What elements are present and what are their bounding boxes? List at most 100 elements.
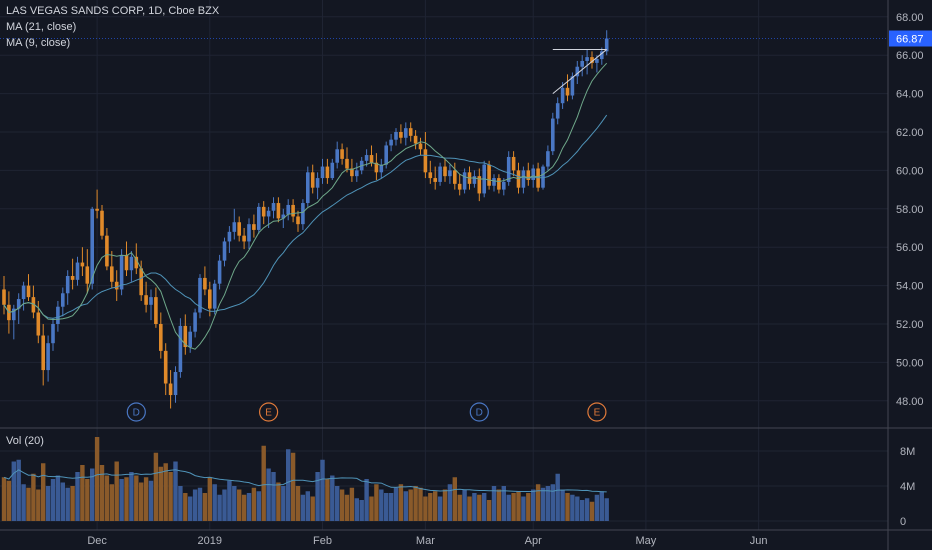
candle-body bbox=[281, 214, 286, 219]
volume-bar bbox=[41, 463, 46, 521]
candle-body bbox=[247, 224, 251, 242]
ma9-line bbox=[3, 62, 608, 350]
candle-body bbox=[492, 178, 496, 186]
candle-body bbox=[129, 256, 134, 271]
chart-overlays bbox=[552, 48, 608, 94]
volume-bar bbox=[408, 489, 413, 521]
volume-bar bbox=[11, 461, 16, 521]
candle-body bbox=[310, 172, 315, 188]
volume-bar bbox=[45, 486, 51, 521]
candle-body bbox=[139, 268, 143, 296]
candle-body bbox=[61, 293, 65, 307]
time-tick-label: Feb bbox=[313, 535, 332, 547]
last-price-label: 66.87 bbox=[896, 33, 924, 45]
volume-bar bbox=[158, 466, 163, 521]
candle-body bbox=[301, 203, 305, 225]
volume-bar bbox=[584, 498, 590, 521]
volume-bar bbox=[173, 461, 178, 521]
volume-bar bbox=[276, 482, 281, 521]
candle-body bbox=[521, 170, 526, 188]
volume-bar bbox=[50, 479, 56, 521]
candle-body bbox=[369, 155, 374, 163]
candle-body bbox=[291, 204, 295, 217]
volume-bar bbox=[90, 468, 95, 521]
volume-bar bbox=[222, 489, 227, 521]
price-tick-label: 68.00 bbox=[896, 12, 924, 24]
volume-bar bbox=[232, 486, 237, 521]
ma9-legend: MA (9, close) bbox=[6, 37, 71, 49]
volume-bar bbox=[540, 487, 546, 521]
volume-bar bbox=[31, 473, 36, 521]
volume-bar bbox=[305, 491, 310, 521]
volume-bar bbox=[555, 473, 560, 521]
volume-tick-label: 4M bbox=[900, 481, 915, 493]
volume-bar bbox=[1, 477, 7, 521]
candle-body bbox=[306, 172, 310, 204]
volume-bar bbox=[192, 489, 198, 521]
candle-body bbox=[232, 222, 237, 232]
candle-body bbox=[173, 372, 178, 396]
candle-body bbox=[580, 60, 584, 67]
volume-bar bbox=[442, 489, 448, 521]
volume-bar bbox=[359, 500, 364, 521]
volume-bar bbox=[290, 452, 296, 521]
candle-body bbox=[604, 38, 609, 52]
volume-bar bbox=[428, 493, 433, 521]
pattern-bottom-line bbox=[552, 49, 608, 94]
volume-bar bbox=[335, 486, 340, 521]
candle-body bbox=[497, 178, 501, 190]
candle-body bbox=[257, 206, 261, 230]
volume-bar bbox=[393, 487, 399, 521]
volume-bar bbox=[521, 496, 526, 521]
candle-body bbox=[85, 266, 90, 284]
price-tick-label: 56.00 bbox=[896, 242, 924, 254]
candle-body bbox=[252, 224, 256, 230]
candle-body bbox=[159, 324, 163, 351]
volume-bar bbox=[589, 501, 595, 521]
volume-bar bbox=[364, 479, 369, 521]
candle-body bbox=[110, 266, 114, 282]
candle-body bbox=[119, 254, 124, 290]
volume-bar bbox=[104, 475, 110, 521]
price-tick-label: 52.00 bbox=[896, 319, 924, 331]
candle-body bbox=[193, 312, 197, 332]
volume-bar bbox=[594, 494, 600, 521]
candle-body bbox=[575, 66, 580, 77]
candle-body bbox=[168, 383, 173, 396]
candle-body bbox=[595, 59, 599, 63]
price-tick-label: 64.00 bbox=[896, 89, 924, 101]
volume-bar bbox=[227, 480, 232, 521]
candle-body bbox=[51, 324, 55, 344]
candle-body bbox=[26, 285, 31, 298]
volume-bar bbox=[261, 445, 266, 521]
volume-bar bbox=[575, 496, 580, 521]
chart-title: LAS VEGAS SANDS CORP, 1D, Cboe BZX bbox=[6, 5, 220, 17]
candle-body bbox=[266, 210, 271, 217]
candle-body bbox=[227, 231, 232, 242]
volume-bar bbox=[344, 494, 350, 521]
candle-body bbox=[222, 241, 227, 261]
volume-bar bbox=[379, 489, 384, 521]
candle-body bbox=[502, 181, 506, 190]
event-marker-circle bbox=[126, 402, 146, 422]
time-tick-label: Mar bbox=[416, 535, 435, 547]
volume-bar bbox=[134, 475, 139, 521]
candle-body bbox=[105, 235, 109, 267]
volume-bar bbox=[94, 437, 100, 521]
volume-bar bbox=[80, 465, 85, 521]
volume-bar bbox=[570, 494, 575, 521]
moving-averages bbox=[3, 62, 608, 350]
volume-bar bbox=[21, 484, 26, 521]
volume-legend: Vol (20) bbox=[6, 435, 44, 447]
candle-body bbox=[124, 254, 129, 271]
volume-bar bbox=[506, 494, 511, 521]
volume-bar bbox=[384, 493, 389, 521]
volume-bar bbox=[452, 477, 457, 521]
ma21-line bbox=[3, 114, 608, 319]
candle-body bbox=[21, 285, 26, 300]
candle-body bbox=[188, 331, 192, 348]
volume-bar bbox=[183, 493, 188, 521]
volume-bar bbox=[374, 484, 379, 521]
